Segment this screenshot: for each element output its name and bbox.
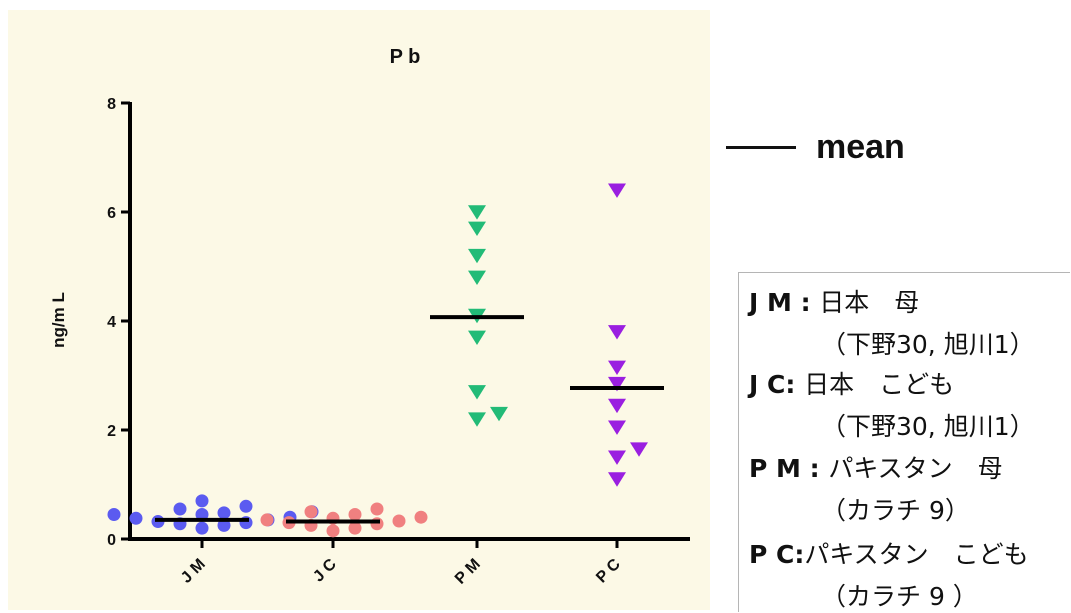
- mean-legend: mean: [726, 128, 986, 178]
- data-point: [468, 330, 486, 345]
- data-point: [195, 507, 209, 521]
- y-axis-label: ng/m L: [49, 292, 68, 348]
- data-point: [468, 270, 486, 286]
- y-tick-label: 6: [107, 205, 116, 222]
- y-tick-label: 0: [107, 532, 116, 549]
- data-point: [107, 507, 121, 521]
- group-sep: :: [791, 288, 820, 317]
- data-point: [608, 325, 626, 340]
- data-point: [326, 524, 340, 538]
- y-tick-label: 2: [107, 423, 116, 440]
- data-point: [195, 494, 209, 508]
- group-detail: （カラチ 9 ）: [821, 582, 978, 611]
- x-tick-label: J C: [310, 555, 340, 585]
- group-code: P C: [749, 540, 795, 569]
- group-name: パキスタン 母: [828, 454, 1003, 483]
- data-point: [608, 360, 626, 375]
- y-tick-label: 4: [107, 314, 116, 331]
- group-item-pm: P M : パキスタン 母 （カラチ 9）: [749, 449, 1003, 527]
- group-code: J M: [749, 288, 792, 317]
- data-point: [608, 183, 626, 198]
- group-name: 日本 母: [819, 288, 920, 317]
- data-point: [370, 502, 384, 516]
- data-point: [370, 517, 384, 531]
- data-points: [107, 183, 648, 538]
- data-point: [608, 420, 626, 435]
- group-item-jc: J C: 日本 こども （下野30, 旭川1）: [749, 365, 1035, 443]
- group-name: パキスタン こども: [804, 540, 1029, 569]
- data-point: [173, 502, 187, 516]
- mean-legend-label: mean: [816, 128, 905, 166]
- group-code: P M: [749, 454, 801, 483]
- x-tick-label: P C: [593, 555, 624, 586]
- group-item-pc: P C:パキスタン こども （カラチ 9 ）: [749, 535, 1029, 613]
- group-item-jm: J M : 日本 母 （下野30, 旭川1）: [749, 283, 1035, 361]
- group-detail: （下野30, 旭川1）: [821, 412, 1035, 441]
- data-point: [260, 513, 274, 527]
- data-point: [630, 442, 648, 457]
- data-point: [239, 499, 253, 513]
- data-point: [608, 398, 626, 414]
- chart-title: P b: [390, 46, 421, 68]
- group-definitions-box: J M : 日本 母 （下野30, 旭川1） J C: 日本 こども （下野30…: [738, 272, 1070, 612]
- data-point: [608, 376, 626, 392]
- mean-legend-line: [726, 146, 796, 149]
- x-tick-label: P M: [452, 556, 484, 588]
- data-point: [129, 511, 143, 525]
- data-point: [348, 521, 362, 535]
- group-sep: :: [794, 540, 805, 569]
- x-tick-label: J M: [178, 556, 209, 587]
- group-detail: （下野30, 旭川1）: [821, 330, 1035, 359]
- data-point: [490, 406, 508, 422]
- data-point: [608, 472, 626, 487]
- group-code: J C: [749, 370, 786, 399]
- axes: 0 2 4 6 8 J M J C P M P C: [107, 96, 690, 588]
- data-point: [468, 248, 486, 264]
- data-point: [468, 221, 486, 236]
- data-point: [468, 412, 486, 427]
- data-point: [392, 514, 406, 528]
- data-point: [217, 518, 231, 532]
- group-sep: :: [800, 454, 829, 483]
- chart: P b ng/m L 0 2 4 6 8 J M J C P M P C: [49, 46, 690, 588]
- data-point: [608, 450, 626, 465]
- y-tick-label: 8: [107, 96, 116, 113]
- data-point: [348, 507, 362, 521]
- mean-lines: [155, 315, 664, 524]
- data-point: [468, 385, 486, 400]
- group-sep: :: [785, 370, 805, 399]
- data-point: [304, 505, 318, 519]
- group-name: 日本 こども: [804, 370, 955, 399]
- data-point: [468, 205, 486, 220]
- data-point: [195, 521, 209, 535]
- group-detail: （カラチ 9）: [821, 496, 970, 525]
- data-point: [414, 510, 428, 524]
- data-point: [217, 506, 231, 520]
